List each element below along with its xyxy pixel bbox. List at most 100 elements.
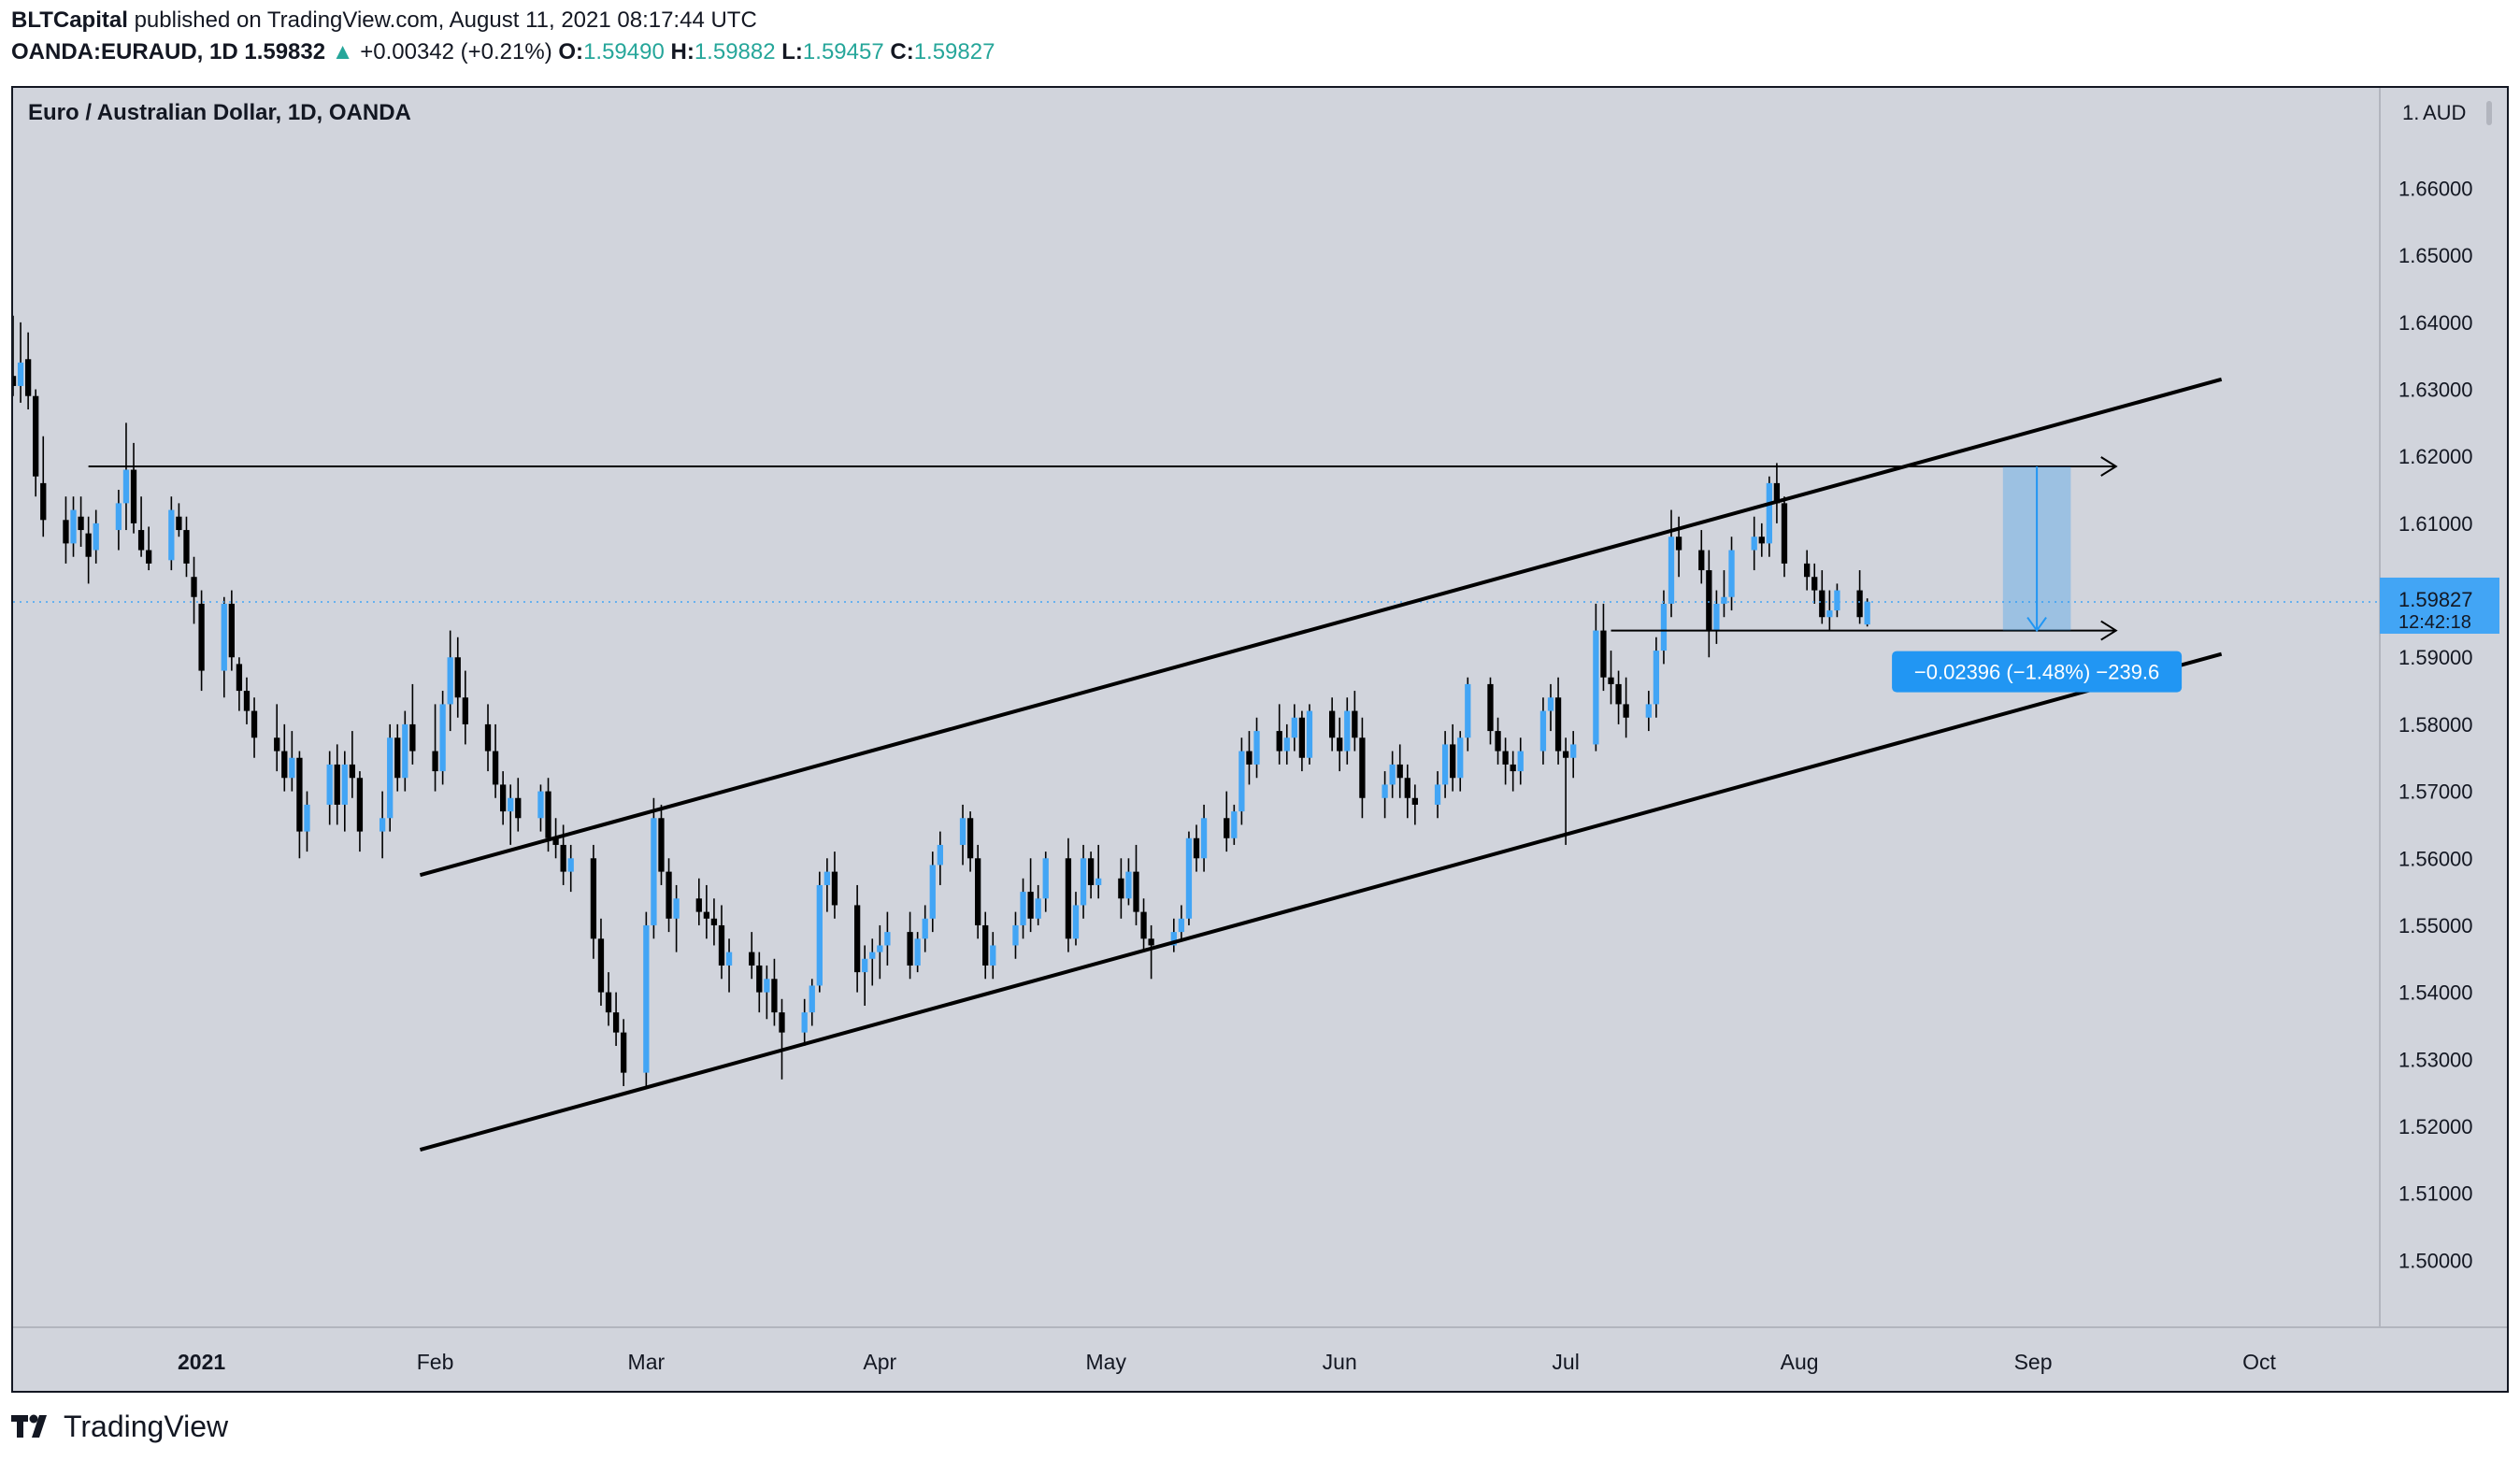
- candle-up: [862, 958, 868, 973]
- candle-down: [612, 1012, 620, 1033]
- low-label: L:: [781, 39, 803, 64]
- measure-label: −0.02396 (−1.48%) −239.6: [1914, 661, 2159, 684]
- candle-up: [537, 791, 544, 819]
- price-axis-top-label: 1.: [2402, 101, 2419, 124]
- candle-down: [966, 818, 974, 859]
- candle-down: [710, 918, 718, 925]
- candle-up: [1382, 784, 1388, 798]
- time-tick-label: 2021: [178, 1350, 225, 1374]
- candle-up: [1020, 892, 1026, 925]
- candle-up: [1253, 731, 1260, 765]
- candle-down: [1781, 503, 1788, 564]
- candle-down: [85, 533, 92, 557]
- candle-down: [24, 359, 32, 396]
- candle-down: [409, 723, 416, 751]
- price-tick-label: 1.50000: [2398, 1249, 2473, 1272]
- candle-up: [17, 362, 24, 386]
- candle-down: [1404, 778, 1410, 798]
- candle-up: [914, 938, 921, 966]
- candle-up: [115, 503, 122, 531]
- open-label: O:: [558, 39, 584, 64]
- candle-down: [274, 737, 280, 751]
- candle-down: [63, 520, 69, 544]
- price-tick-label: 1.57000: [2398, 780, 2473, 804]
- candle-up: [725, 952, 733, 966]
- channel-lower-line: [419, 651, 2223, 1152]
- candle-up: [1291, 717, 1297, 738]
- candle-down: [545, 791, 551, 838]
- candle-up: [341, 764, 348, 805]
- candle-up: [1457, 737, 1464, 779]
- candle-up: [922, 918, 928, 939]
- candle-down: [243, 691, 251, 711]
- candle-down: [1087, 858, 1095, 885]
- candle-down: [462, 697, 468, 724]
- candle-down: [1773, 482, 1781, 504]
- candle-down: [1502, 751, 1509, 765]
- candle-up: [447, 657, 453, 705]
- candle-down: [1359, 737, 1366, 798]
- candle-up: [1125, 871, 1132, 899]
- candle-down: [356, 778, 364, 832]
- candle-down: [718, 924, 725, 966]
- candle-down: [1856, 590, 1863, 618]
- price-tick-label: 1.63000: [2398, 379, 2473, 402]
- candle-down: [1140, 911, 1147, 939]
- candle-down: [228, 603, 235, 658]
- candle-down: [590, 858, 597, 939]
- current-price-label: 1.59827: [2398, 588, 2473, 611]
- candle-up: [1012, 924, 1019, 946]
- drawings[interactable]: −0.02396 (−1.48%) −239.6: [13, 377, 2380, 1152]
- resistance-line-arrowhead: [2100, 456, 2118, 477]
- candle-down: [666, 871, 672, 919]
- candle-up: [221, 603, 227, 671]
- candle-up: [1035, 898, 1041, 919]
- candle-down: [296, 757, 303, 832]
- candle-up: [122, 469, 130, 504]
- candle-down: [349, 764, 356, 779]
- time-tick-label: Apr: [863, 1350, 896, 1374]
- price-chart[interactable]: 1.50000 1.51000 1.52000 1.53000 1.54000 1.550…: [13, 88, 2507, 1391]
- candle-down: [1706, 570, 1712, 631]
- time-tick-label: Mar: [628, 1350, 666, 1374]
- time-axis[interactable]: 2021 Feb Mar Apr May Jun Jul Aug Sep Oct: [13, 1326, 2507, 1374]
- candle-up: [1465, 683, 1471, 738]
- candle-down: [1698, 550, 1705, 571]
- symbol-label: OANDA:EURAUD, 1D: [11, 39, 238, 64]
- candle-up: [304, 804, 310, 832]
- tradingview-brand[interactable]: TradingView: [11, 1406, 228, 1447]
- change-arrow-icon: ▲: [331, 39, 354, 64]
- candle-down: [560, 844, 566, 872]
- candle-up: [439, 704, 446, 772]
- candle-down: [1224, 818, 1230, 838]
- candle-up: [1283, 737, 1290, 751]
- candle-down: [552, 837, 559, 845]
- candle-up: [1547, 697, 1554, 711]
- candle-up: [1389, 764, 1396, 785]
- candle-down: [1118, 878, 1124, 899]
- candle-down: [146, 550, 152, 564]
- candle-up: [1645, 704, 1652, 718]
- candle-up: [816, 884, 823, 986]
- candle-up: [823, 871, 831, 885]
- price-axis[interactable]: 1.50000 1.51000 1.52000 1.53000 1.54000 1.550…: [2379, 88, 2499, 1327]
- price-tick-label: 1.54000: [2398, 981, 2473, 1005]
- chart-frame[interactable]: 1.50000 1.51000 1.52000 1.53000 1.54000 1.550…: [11, 86, 2509, 1393]
- candle-down: [176, 516, 182, 531]
- candle-down: [1675, 537, 1682, 551]
- candle-up: [1668, 537, 1675, 604]
- author-name[interactable]: BLTCapital: [11, 7, 128, 33]
- candle-down: [499, 784, 507, 812]
- close-label: C:: [890, 39, 914, 64]
- high-label: H:: [670, 39, 694, 64]
- publish-info: BLTCapital published on TradingView.com,…: [11, 7, 757, 34]
- price-tick-label: 1.51000: [2398, 1182, 2473, 1206]
- candle-down: [831, 871, 838, 906]
- candle-down: [137, 530, 145, 551]
- candle-up: [1834, 590, 1840, 611]
- candle-down: [78, 516, 84, 531]
- candle-up: [643, 924, 650, 1073]
- price-tick-label: 1.65000: [2398, 244, 2473, 267]
- price-tick-label: 1.56000: [2398, 847, 2473, 870]
- candle-up: [70, 509, 77, 544]
